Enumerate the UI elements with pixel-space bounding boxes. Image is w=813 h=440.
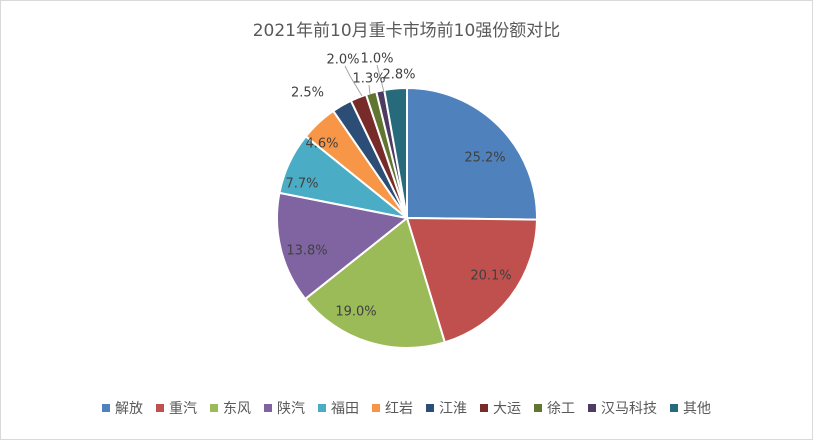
legend-swatch (670, 404, 678, 412)
legend-swatch (102, 404, 110, 412)
legend-item: 徐工 (534, 398, 575, 418)
data-label: 1.0% (360, 52, 393, 67)
legend-label: 江淮 (439, 401, 467, 417)
legend-label: 陕汽 (277, 401, 305, 417)
legend-swatch (480, 404, 488, 412)
legend-label: 红岩 (385, 401, 413, 417)
data-label: 20.1% (470, 269, 511, 284)
legend-swatch (426, 404, 434, 412)
pie-slice-东风 (303, 216, 447, 349)
legend-swatch (318, 404, 326, 412)
legend-label: 解放 (115, 401, 143, 417)
legend-item: 江淮 (426, 398, 467, 418)
pie-slice-陕汽 (276, 191, 410, 301)
legend-item: 红岩 (372, 398, 413, 418)
pie-slice-解放 (406, 86, 538, 221)
pie-slice-重汽 (405, 216, 539, 344)
data-label: 2.0% (326, 53, 359, 68)
legend-label: 徐工 (547, 401, 575, 417)
legend-swatch (156, 404, 164, 412)
legend-swatch (264, 404, 272, 412)
data-label: 4.6% (305, 137, 338, 152)
legend-label: 汉马科技 (601, 401, 657, 417)
legend-item: 陕汽 (264, 398, 305, 418)
legend-item: 大运 (480, 398, 521, 418)
data-label: 2.5% (291, 86, 324, 101)
legend-label: 东风 (223, 401, 251, 417)
leader-line (344, 65, 363, 97)
data-label: 19.0% (335, 305, 376, 320)
data-label: 7.7% (285, 177, 318, 192)
legend-label: 大运 (493, 401, 521, 417)
legend-item: 其他 (670, 398, 711, 418)
data-label: 2.8% (382, 68, 415, 83)
legend-swatch (372, 404, 380, 412)
legend-item: 汉马科技 (588, 398, 657, 418)
pie-slice-其他 (383, 86, 408, 219)
legend-item: 福田 (318, 398, 359, 418)
legend-swatch (588, 404, 596, 412)
legend-label: 重汽 (169, 401, 197, 417)
legend-label: 其他 (683, 401, 711, 417)
legend: 解放 重汽 东风 陕汽 福田 红岩 江淮 大运 徐工 汉马科技 其他 (0, 398, 813, 418)
data-label: 1.3% (352, 72, 385, 87)
legend-label: 福田 (331, 401, 359, 417)
leader-line (368, 84, 371, 95)
chart-title: 2021年前10月重卡市场前10强份额对比 (252, 21, 561, 41)
legend-swatch (534, 404, 542, 412)
leader-line (376, 64, 385, 93)
data-label: 13.8% (286, 244, 327, 259)
data-label: 25.2% (464, 151, 505, 166)
legend-item: 解放 (102, 398, 143, 418)
legend-swatch (210, 404, 218, 412)
legend-item: 重汽 (156, 398, 197, 418)
legend-item: 东风 (210, 398, 251, 418)
